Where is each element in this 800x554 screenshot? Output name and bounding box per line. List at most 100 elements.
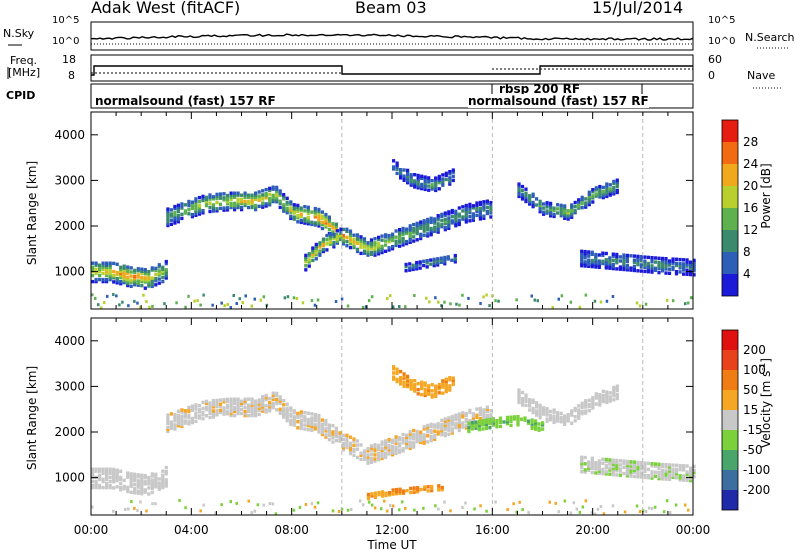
radar-cell bbox=[108, 263, 112, 267]
radar-cell bbox=[678, 463, 682, 468]
radar-cell bbox=[444, 171, 448, 175]
radar-cell bbox=[271, 391, 275, 395]
radar-cell bbox=[429, 228, 433, 233]
radar-cell bbox=[392, 504, 395, 508]
radar-cell bbox=[180, 206, 184, 210]
radar-cell bbox=[583, 455, 587, 460]
radar-cell bbox=[320, 418, 324, 422]
radar-cell bbox=[331, 424, 335, 428]
radar-cell bbox=[509, 417, 513, 421]
radar-cell bbox=[122, 274, 126, 279]
radar-cell bbox=[250, 199, 254, 204]
radar-cell bbox=[229, 409, 233, 414]
radar-cell bbox=[151, 502, 154, 506]
radar-cell bbox=[608, 183, 612, 187]
radar-cell bbox=[98, 263, 102, 267]
radar-cell bbox=[190, 206, 194, 211]
radar-cell bbox=[402, 380, 406, 384]
radar-cell bbox=[321, 239, 325, 243]
radar-cell bbox=[341, 437, 345, 442]
radar-cell bbox=[484, 426, 488, 431]
radar-cell bbox=[310, 222, 314, 227]
radar-cell bbox=[461, 421, 465, 425]
radar-cell bbox=[611, 462, 615, 466]
radar-cell bbox=[173, 221, 177, 225]
radar-cell bbox=[587, 264, 591, 268]
radar-cell bbox=[440, 218, 444, 223]
radar-cell bbox=[91, 471, 95, 475]
radar-cell bbox=[304, 259, 308, 264]
radar-cell bbox=[689, 272, 693, 277]
radar-cell bbox=[689, 270, 693, 275]
radar-cell bbox=[573, 200, 577, 205]
radar-cell bbox=[122, 276, 126, 281]
radar-cell bbox=[415, 265, 419, 269]
radar-cell bbox=[136, 275, 140, 279]
radar-cell bbox=[528, 200, 532, 204]
radar-cell bbox=[412, 488, 416, 492]
radar-cell bbox=[143, 272, 147, 276]
radar-cell bbox=[327, 437, 331, 442]
radar-cell bbox=[380, 454, 384, 459]
radar-cell bbox=[535, 413, 539, 417]
radar-cell bbox=[443, 257, 447, 262]
radar-cell bbox=[384, 491, 388, 495]
radar-cell bbox=[457, 420, 461, 424]
radar-cell bbox=[101, 479, 105, 484]
radar-cell bbox=[398, 228, 402, 232]
radar-cell bbox=[345, 433, 349, 437]
radar-cell bbox=[250, 401, 254, 405]
radar-cell bbox=[650, 270, 654, 274]
radar-cell bbox=[471, 204, 475, 208]
radar-cell bbox=[447, 210, 451, 214]
radar-cell bbox=[584, 197, 588, 201]
radar-cell bbox=[292, 296, 296, 300]
radar-cell bbox=[317, 216, 321, 220]
radar-cell bbox=[629, 462, 633, 466]
radar-cell bbox=[275, 200, 279, 204]
radar-cell bbox=[475, 207, 479, 211]
radar-cell bbox=[454, 222, 458, 226]
radar-cell bbox=[598, 195, 602, 199]
x-tick-label: 20:00 bbox=[575, 523, 610, 537]
radar-cell bbox=[140, 283, 144, 288]
radar-cell bbox=[108, 471, 112, 475]
radar-cell bbox=[184, 305, 187, 309]
radar-cell bbox=[587, 466, 591, 470]
radar-cell bbox=[105, 481, 109, 486]
radar-cell bbox=[545, 203, 549, 207]
radar-cell bbox=[278, 411, 282, 416]
radar-cell bbox=[197, 200, 202, 204]
radar-cell bbox=[584, 205, 588, 209]
radar-cell bbox=[166, 429, 170, 434]
radar-cell bbox=[450, 419, 454, 423]
radar-cell bbox=[283, 296, 287, 300]
radar-cell bbox=[416, 488, 420, 492]
radar-cell bbox=[615, 180, 619, 184]
radar-cell bbox=[136, 508, 139, 512]
radar-cell bbox=[289, 216, 293, 221]
radar-cell bbox=[643, 263, 647, 267]
radar-cell bbox=[434, 296, 437, 300]
radar-cell bbox=[384, 455, 388, 459]
radar-cell bbox=[572, 501, 576, 505]
radar-cell bbox=[387, 450, 391, 454]
radar-cell bbox=[133, 274, 137, 279]
radar-cell bbox=[233, 193, 237, 197]
radar-cell bbox=[380, 250, 384, 255]
radar-cell bbox=[549, 409, 553, 414]
radar-cell bbox=[285, 410, 289, 415]
radar-cell bbox=[362, 451, 367, 455]
radar-cell bbox=[334, 428, 338, 432]
radar-cell bbox=[208, 415, 212, 420]
radar-cell bbox=[678, 478, 682, 482]
radar-cell bbox=[436, 214, 440, 218]
radar-cell bbox=[401, 228, 405, 233]
radar-cell bbox=[440, 304, 443, 308]
radar-cell bbox=[657, 464, 661, 468]
radar-cell bbox=[423, 387, 427, 391]
radar-cell bbox=[594, 188, 598, 192]
radar-cell bbox=[420, 176, 424, 181]
radar-cell bbox=[678, 270, 682, 274]
radar-cell bbox=[337, 510, 341, 513]
